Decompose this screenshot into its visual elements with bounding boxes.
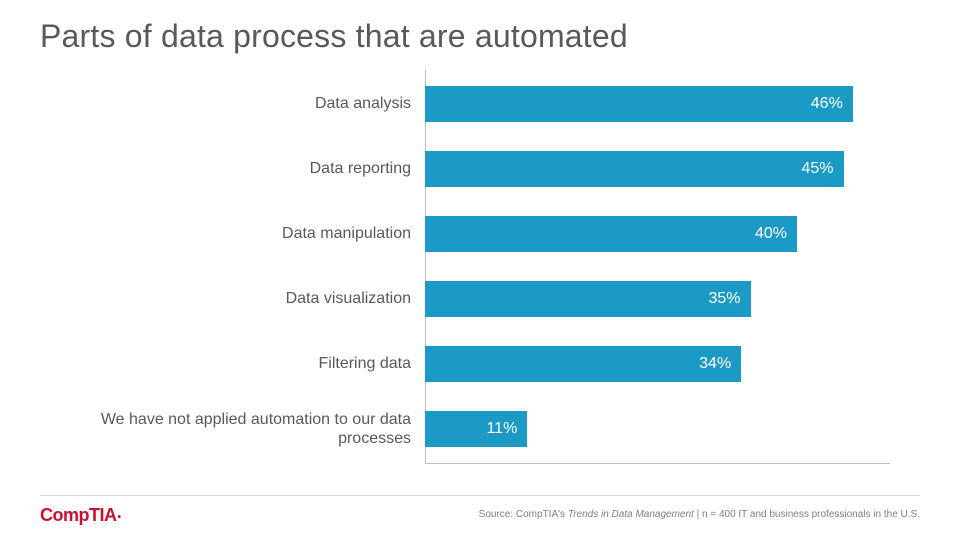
bar: 34% (425, 346, 741, 382)
chart-row: Data visualization 35% (70, 281, 890, 317)
bar-area: 40% (425, 216, 890, 252)
bar-area: 35% (425, 281, 890, 317)
source-text: Source: CompTIA's Trends in Data Managem… (479, 509, 920, 520)
bar: 11% (425, 411, 527, 447)
category-label: Filtering data (70, 354, 425, 373)
value-label: 11% (486, 420, 517, 438)
bar-area: 34% (425, 346, 890, 382)
value-label: 40% (755, 225, 787, 243)
category-label: Data manipulation (70, 224, 425, 243)
bar: 45% (425, 151, 844, 187)
x-axis (425, 463, 890, 464)
category-label: Data visualization (70, 289, 425, 308)
source-prefix: Source: CompTIA's (479, 509, 568, 520)
bar-chart: Data analysis 46% Data reporting 45% Data ma… (70, 70, 890, 470)
source-suffix: | n = 400 IT and business professionals … (694, 509, 920, 520)
slide-title: Parts of data process that are automated (40, 18, 628, 55)
value-label: 46% (811, 95, 843, 113)
logo-text: CompTIA (40, 505, 117, 525)
chart-row: Data reporting 45% (70, 151, 890, 187)
bar-area: 45% (425, 151, 890, 187)
footer-rule (40, 495, 920, 496)
y-axis (425, 70, 426, 463)
category-label: We have not applied automation to our da… (70, 410, 425, 448)
brand-logo: CompTIA• (40, 505, 121, 526)
category-label: Data analysis (70, 94, 425, 113)
slide: Parts of data process that are automated… (0, 0, 960, 540)
value-label: 34% (699, 355, 731, 373)
bar: 40% (425, 216, 797, 252)
chart-row: Data manipulation 40% (70, 216, 890, 252)
category-label: Data reporting (70, 159, 425, 178)
bar: 46% (425, 86, 853, 122)
bar: 35% (425, 281, 751, 317)
chart-row: We have not applied automation to our da… (70, 411, 890, 447)
source-italic: Trends in Data Management (568, 509, 694, 520)
chart-row: Data analysis 46% (70, 86, 890, 122)
bar-area: 46% (425, 86, 890, 122)
bar-area: 11% (425, 411, 890, 447)
logo-dot-icon: • (118, 512, 121, 523)
value-label: 35% (708, 290, 740, 308)
value-label: 45% (801, 160, 833, 178)
chart-row: Filtering data 34% (70, 346, 890, 382)
